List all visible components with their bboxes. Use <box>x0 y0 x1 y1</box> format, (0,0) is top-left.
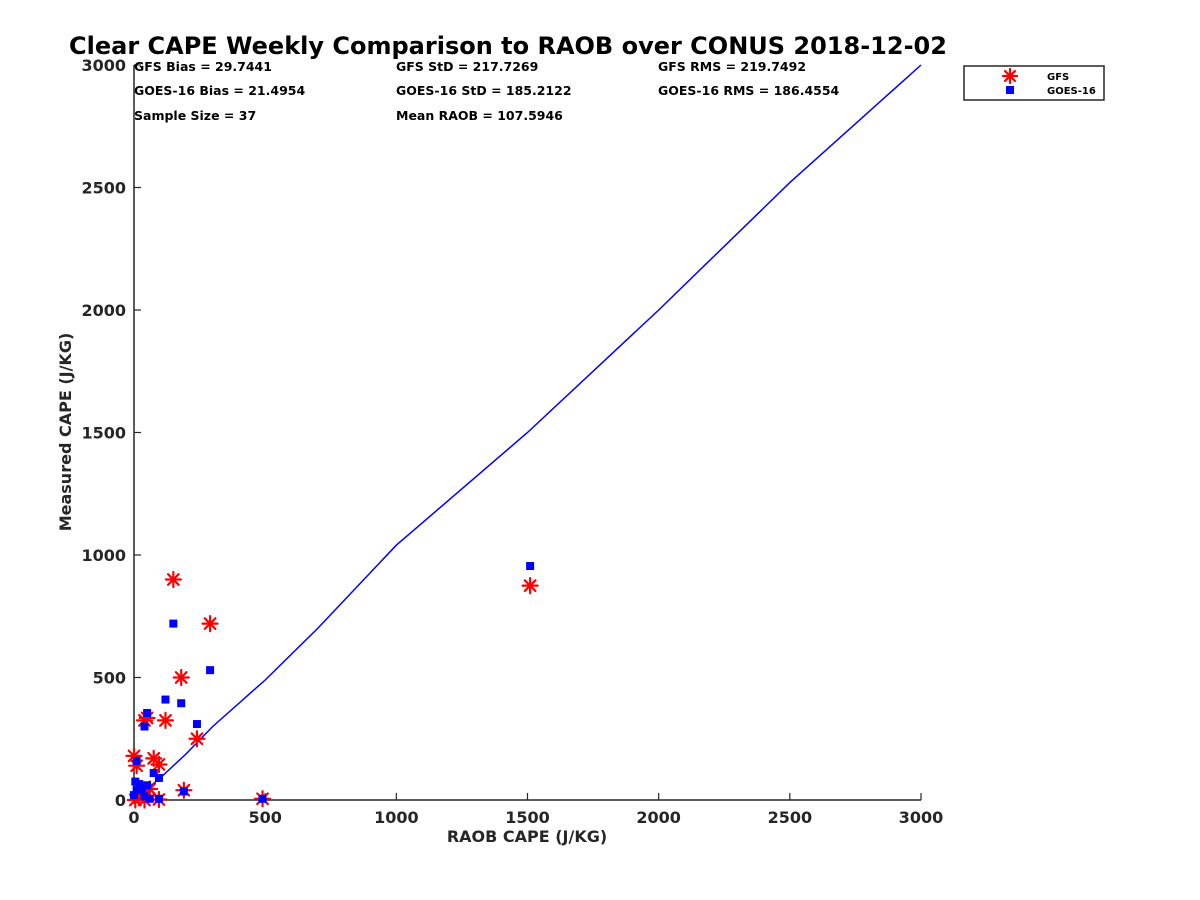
stat-annotation: Sample Size = 37 <box>134 108 256 123</box>
gfs-point <box>201 614 219 633</box>
x-tick-label: 3000 <box>899 808 944 827</box>
legend: GFS GOES-16 <box>963 65 1105 101</box>
chart-title: Clear CAPE Weekly Comparison to RAOB ove… <box>69 32 947 60</box>
goes16-point <box>179 787 188 796</box>
legend-box <box>963 65 1105 101</box>
legend-goes16-marker <box>1006 86 1014 94</box>
goes16-point <box>132 756 141 765</box>
reference-line <box>133 64 922 801</box>
gfs-point <box>521 577 539 595</box>
goes16-point <box>135 780 144 789</box>
y-tick-label: 2000 <box>81 301 126 320</box>
goes16-point <box>140 722 149 731</box>
goes16-point <box>140 792 149 801</box>
goes16-point <box>526 562 535 571</box>
y-tick-label: 3000 <box>81 56 126 75</box>
goes16-point <box>143 781 152 790</box>
y-tick-label: 2500 <box>81 179 126 198</box>
stat-annotation: GFS Bias = 29.7441 <box>134 59 272 74</box>
goes16-point <box>137 784 146 793</box>
goes16-point <box>143 709 152 718</box>
stat-annotation: GFS StD = 217.7269 <box>396 59 538 74</box>
y-tick-label: 1500 <box>81 424 126 443</box>
x-axis-label: RAOB CAPE (J/KG) <box>447 827 607 846</box>
series-group <box>125 64 922 809</box>
goes16-point <box>161 695 170 704</box>
x-tick-label: 1000 <box>374 808 419 827</box>
stat-annotation: GOES-16 StD = 185.2122 <box>396 83 572 98</box>
x-tick-label: 500 <box>248 808 281 827</box>
gfs-point <box>164 570 182 589</box>
legend-gfs-marker <box>1001 67 1019 85</box>
y-tick-label: 1000 <box>81 546 126 565</box>
gfs-point <box>150 755 168 774</box>
stat-annotation: GOES-16 Bias = 21.4954 <box>134 83 305 98</box>
ticks-group: 0 500 1000 1500 2000 2500 3000 0 500 1000 1500 2000… <box>81 56 943 827</box>
stat-annotation: Mean RAOB = 107.5946 <box>396 108 563 123</box>
legend-label: GOES-16 <box>1047 86 1096 97</box>
stats-group: GFS Bias = 29.7441 GFS StD = 217.7269 GFS … <box>134 59 840 123</box>
y-tick-label: 0 <box>115 791 126 810</box>
goes16-point <box>154 773 163 782</box>
gfs-point <box>156 711 175 729</box>
x-tick-label: 2000 <box>636 808 681 827</box>
goes16-point <box>192 720 201 729</box>
y-axis-label: Measured CAPE (J/KG) <box>56 333 75 532</box>
x-tick-label: 2500 <box>768 808 813 827</box>
goes16-point <box>169 619 178 628</box>
x-tick-label: 0 <box>128 808 139 827</box>
y-tick-label: 500 <box>93 669 126 688</box>
x-tick-label: 1500 <box>505 808 550 827</box>
goes16-point <box>145 794 154 803</box>
gfs-point <box>172 668 190 687</box>
stat-annotation: GFS RMS = 219.7492 <box>658 59 806 74</box>
stat-annotation: GOES-16 RMS = 186.4554 <box>658 83 840 98</box>
legend-label: GFS <box>1047 72 1069 83</box>
gfs-point <box>188 730 206 748</box>
goes16-point <box>258 794 267 803</box>
goes16-point <box>132 786 141 795</box>
goes16-point <box>130 791 138 800</box>
goes16-point <box>206 666 215 675</box>
goes16-point <box>149 769 158 778</box>
goes16-point <box>154 794 163 803</box>
goes16-point <box>177 699 186 708</box>
